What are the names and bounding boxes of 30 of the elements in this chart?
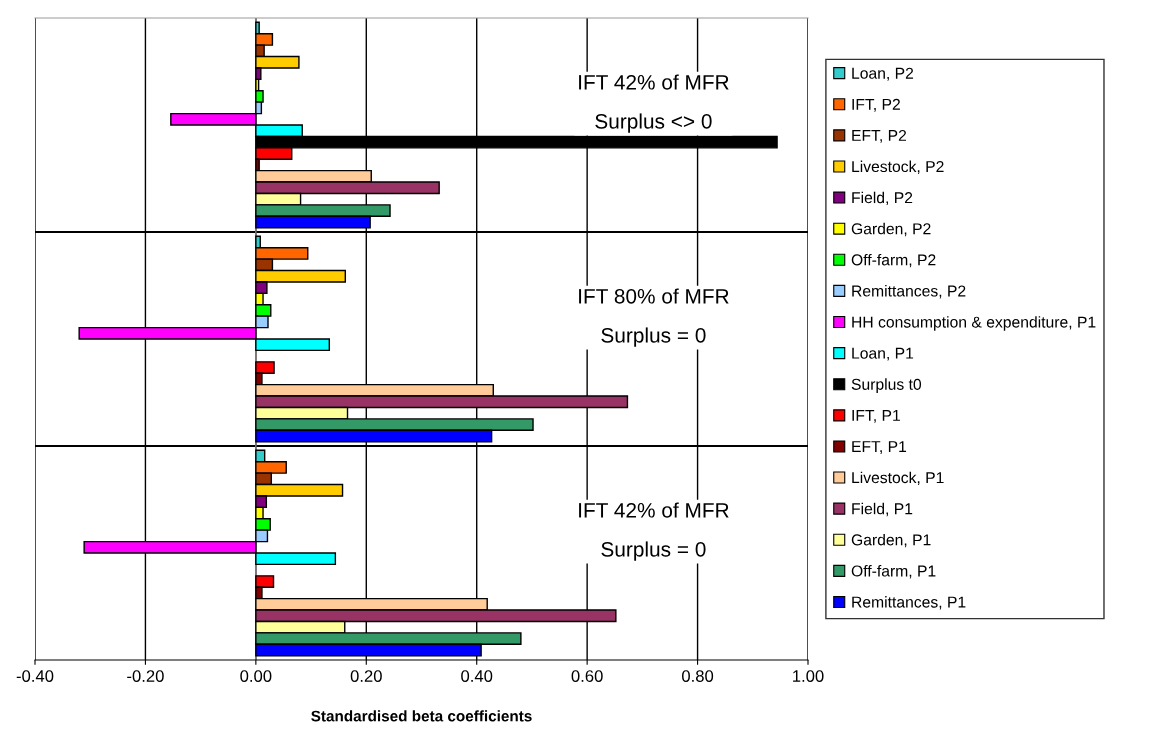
legend-label: Remittances, P2 xyxy=(852,285,966,299)
annotation: IFT 42% of MFR Surplus = 0 xyxy=(579,502,729,561)
legend-label: Loan, P2 xyxy=(852,67,914,81)
x-tick-label: -0.20 xyxy=(127,670,164,682)
legend-label: HH consumption & expenditure, P1 xyxy=(852,316,1096,331)
legend-label: Loan, P1 xyxy=(852,347,914,361)
legend-label: Livestock, P2 xyxy=(852,160,944,174)
legend-label: IFT, P2 xyxy=(852,98,900,112)
legend-label: Surplus t0 xyxy=(851,378,922,393)
annotation: IFT 42% of MFR Surplus <> 0 xyxy=(579,74,729,133)
legend-label: Livestock, P1 xyxy=(852,471,944,486)
x-tick-label: 0.00 xyxy=(240,670,272,682)
x-axis-title: Standardised beta coefficients xyxy=(311,710,532,722)
annotation: IFT 80% of MFR Surplus = 0 xyxy=(579,288,729,347)
legend-label: Off-farm, P2 xyxy=(851,253,936,268)
x-tick-label: -0.40 xyxy=(16,670,54,682)
legend-label: Field, P1 xyxy=(852,502,913,517)
legend-label: Remittances, P1 xyxy=(852,596,966,610)
legend-label: EFT, P2 xyxy=(852,129,907,143)
x-tick-label: 1.00 xyxy=(793,670,824,682)
x-tick-label: 0.60 xyxy=(571,670,603,682)
legend-label: EFT, P1 xyxy=(852,441,907,454)
legend-label: Off-farm, P1 xyxy=(851,565,936,579)
legend-label: Field, P2 xyxy=(852,191,913,206)
legend-label: Garden, P2 xyxy=(851,222,931,237)
x-tick-label: 0.40 xyxy=(461,670,493,682)
x-tick-label: 0.80 xyxy=(682,670,714,682)
legend-label: IFT, P1 xyxy=(852,410,900,423)
legend-label: Garden, P1 xyxy=(851,533,931,548)
x-tick-label: 0.20 xyxy=(350,670,382,682)
